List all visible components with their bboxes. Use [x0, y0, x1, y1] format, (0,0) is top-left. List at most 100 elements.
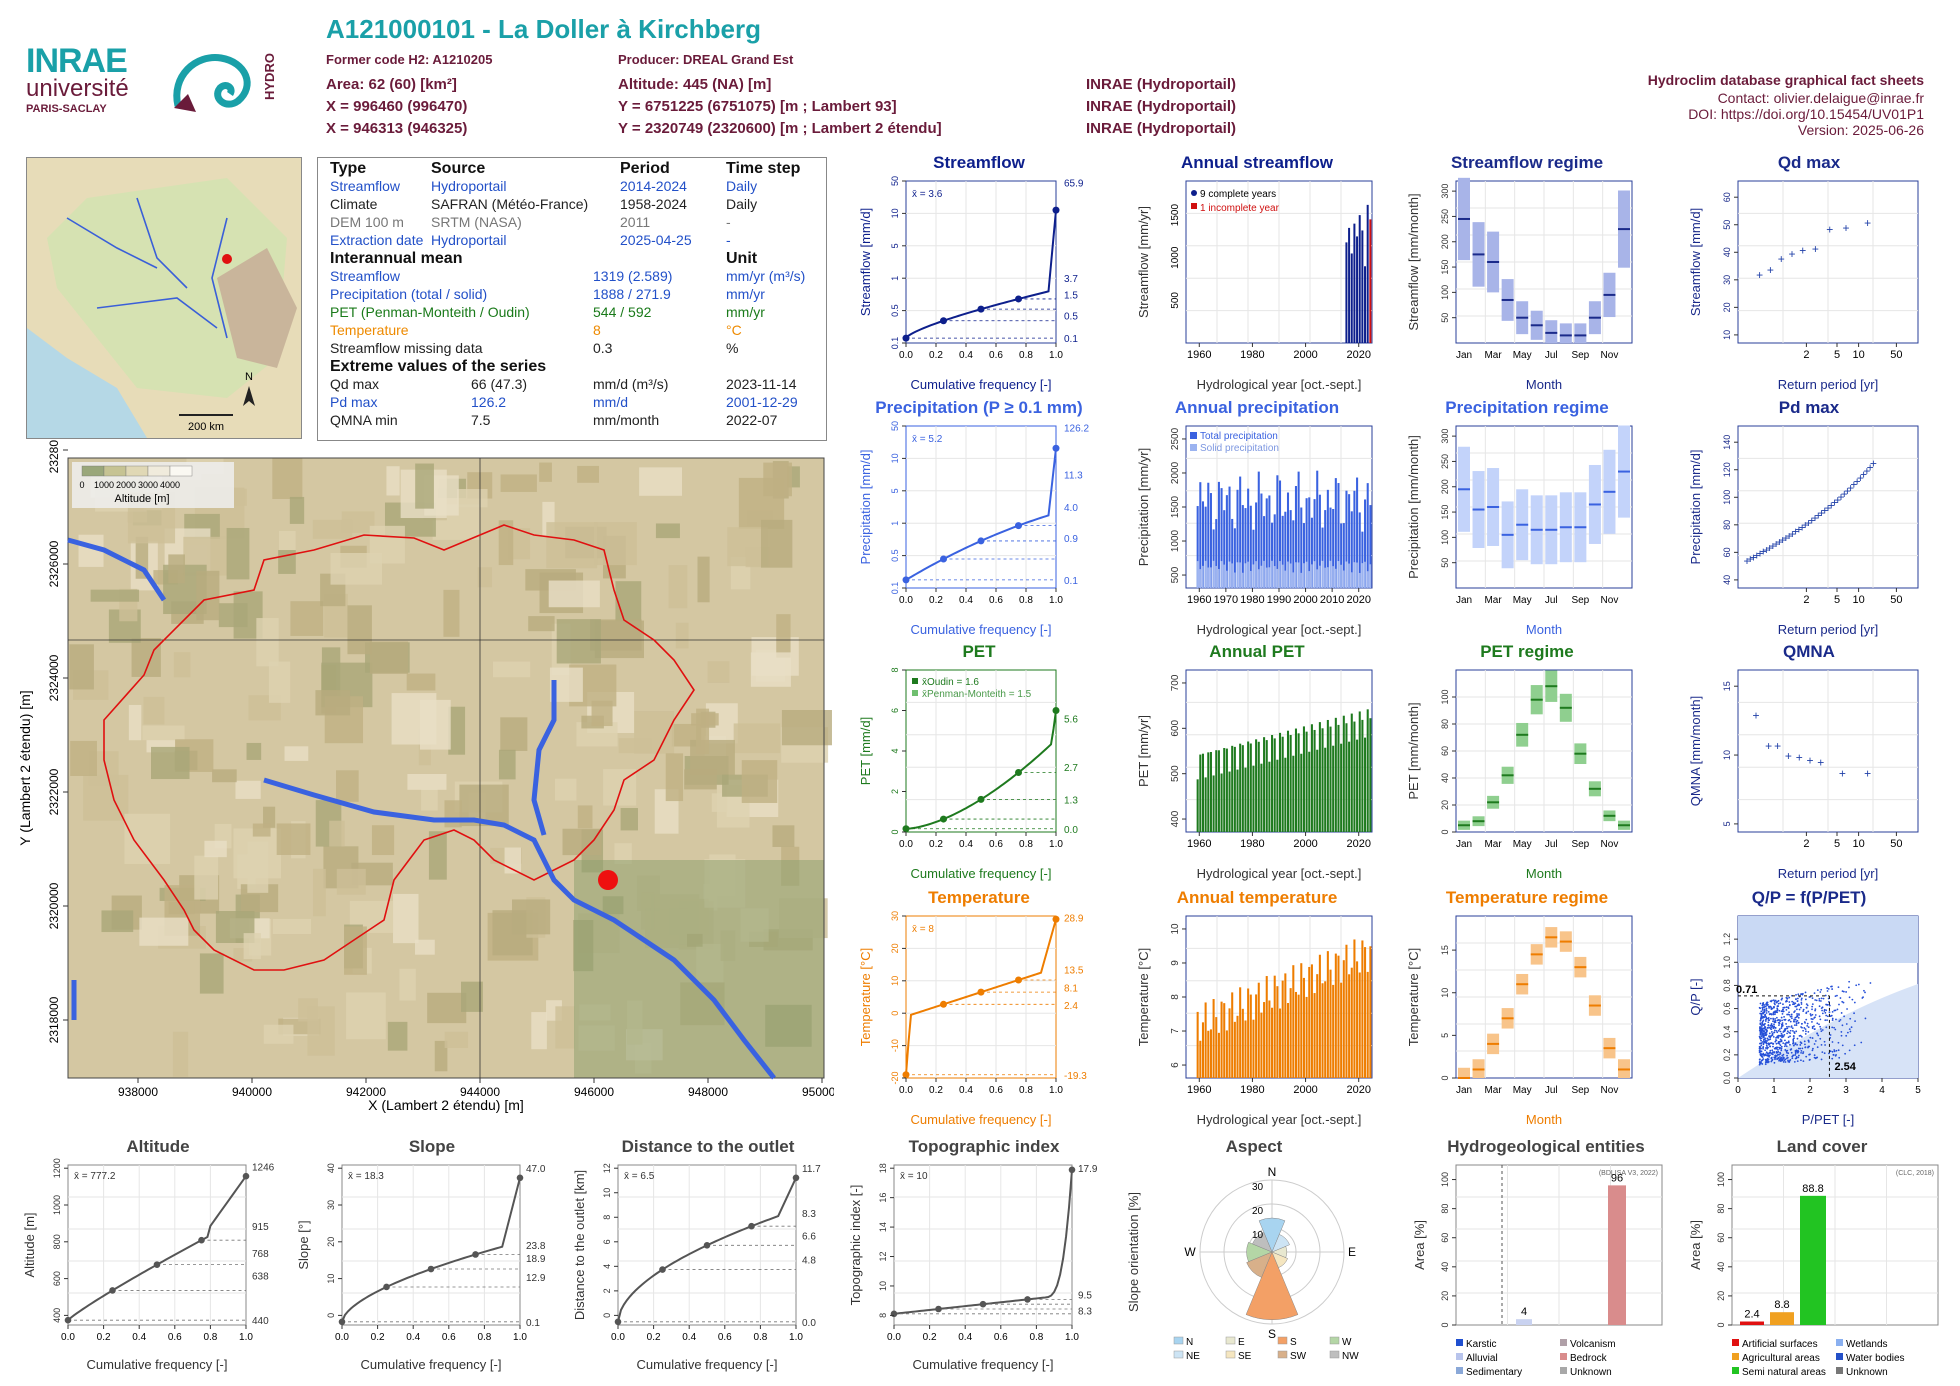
panel-title: Streamflow regime: [1450, 153, 1604, 172]
qp-point: [1780, 1056, 1783, 1059]
dem-cell: [707, 661, 730, 683]
dem-cell: [391, 693, 437, 745]
qp-point: [1795, 1022, 1798, 1025]
regime-box: [1574, 323, 1587, 343]
qp-point: [1769, 1035, 1772, 1038]
qp-point: [1785, 1045, 1788, 1048]
solid-bar: [1265, 567, 1268, 588]
qp-point: [1761, 1006, 1764, 1009]
solid-bar: [1297, 562, 1300, 588]
year-bar: [1316, 749, 1319, 832]
legend-label: Karstic: [1466, 1339, 1497, 1350]
quantile-point: [940, 317, 947, 325]
solid-bar: [1329, 560, 1332, 588]
category-bar: [1740, 1321, 1764, 1325]
solid-bar: [1225, 570, 1228, 588]
y-tick: 1.2: [1722, 933, 1732, 946]
qp-point: [1775, 1011, 1778, 1014]
dem-cell: [128, 704, 142, 741]
qp-point: [1765, 1060, 1767, 1062]
year-bar: [1292, 965, 1295, 1078]
qp-point: [1788, 1013, 1791, 1016]
qp-point: [1806, 1024, 1809, 1027]
quantile-point: [977, 537, 985, 545]
qp-point: [1808, 1058, 1811, 1061]
qp-point: [1823, 1052, 1826, 1055]
dem-cell: [639, 467, 683, 496]
qp-point: [1773, 1000, 1776, 1003]
scatter-point: +: [1815, 509, 1822, 523]
qp-point: [1836, 1008, 1839, 1011]
qp-point: [1796, 1004, 1799, 1006]
qp-point: [1761, 1022, 1763, 1024]
qp-point: [1845, 1034, 1848, 1037]
y-tick: 10: [1440, 988, 1450, 998]
scatter-point: +: [1788, 247, 1795, 261]
qp-point: [1800, 1026, 1802, 1028]
solid-bar: [1220, 561, 1223, 588]
qp-point: [1772, 1018, 1775, 1021]
year-bar: [1268, 495, 1271, 588]
year-bar: [1284, 757, 1287, 832]
qp-point: [1796, 997, 1799, 1000]
y-tick: 50: [1722, 220, 1732, 230]
year-bar: [1247, 988, 1250, 1078]
solid-bar: [1356, 562, 1358, 588]
year-bar: [1215, 750, 1218, 832]
qp-point: [1828, 1011, 1831, 1014]
solid-bar: [1308, 571, 1311, 588]
y-tick: 12: [602, 1163, 612, 1173]
year-bar: [1334, 953, 1337, 1078]
dem-cell: [555, 1006, 575, 1049]
y-tick: 0.6: [1722, 1002, 1732, 1015]
y-tick: 50: [890, 421, 900, 431]
legend-label: 1 incomplete year: [1200, 203, 1280, 214]
year-bar: [1316, 470, 1319, 588]
quantile-point: [1024, 1296, 1031, 1303]
dem-cell: [204, 840, 227, 858]
qp-point: [1821, 1051, 1824, 1054]
legend-tick: 3000: [138, 480, 158, 490]
year-bar: [1239, 476, 1242, 588]
qp-point: [1764, 1018, 1767, 1021]
year-bar: [1271, 522, 1274, 588]
dem-cell: [500, 474, 537, 492]
right-tick: 1.3: [1064, 796, 1078, 807]
year-bar: [1313, 729, 1316, 832]
db-title: Hydroclim database graphical fact sheets: [1647, 72, 1924, 88]
year-bar: [1236, 489, 1239, 588]
x-tick: 1960: [1187, 594, 1211, 606]
year-bar: [1273, 514, 1276, 588]
y-tick: 0: [326, 1313, 336, 1318]
qp-point: [1773, 1020, 1776, 1023]
quantile-point: [1052, 915, 1060, 923]
y-tick: 0: [1440, 829, 1450, 834]
x-tick: 0.8: [1029, 1332, 1043, 1343]
solid-bar: [1217, 569, 1220, 588]
y-tick: -10: [890, 1039, 900, 1052]
dem-cell: [246, 742, 262, 760]
qp-point: [1764, 1013, 1767, 1016]
qp-point: [1820, 988, 1823, 991]
x-tick: 0.4: [959, 350, 973, 361]
qp-point: [1802, 1060, 1805, 1063]
dem-cell: [507, 528, 531, 560]
col-period: Period: [620, 160, 670, 177]
panel-pd_max: Pd max + + + + + + + + + + + + + + + + + + + + + + + + + + + + + + + + + +…: [1686, 398, 1932, 642]
x-tick: 0.0: [611, 1332, 625, 1343]
x-tick: 5: [1834, 349, 1840, 361]
y-tick: 1000: [1170, 529, 1181, 552]
y-tick: 18: [878, 1163, 888, 1173]
qp-point: [1853, 1044, 1856, 1047]
mean-label: x̄ = 777.2: [74, 1171, 116, 1182]
scatter-point: +: [1864, 767, 1871, 781]
qp-point: [1785, 1051, 1788, 1054]
x-tick: 0.2: [371, 1332, 385, 1343]
mean-cell: Precipitation (total / solid): [330, 286, 488, 302]
qp-point: [1773, 1002, 1776, 1005]
year-bar: [1318, 494, 1321, 588]
x-tick: 5: [1915, 1085, 1921, 1096]
qp-point: [1805, 1018, 1808, 1021]
